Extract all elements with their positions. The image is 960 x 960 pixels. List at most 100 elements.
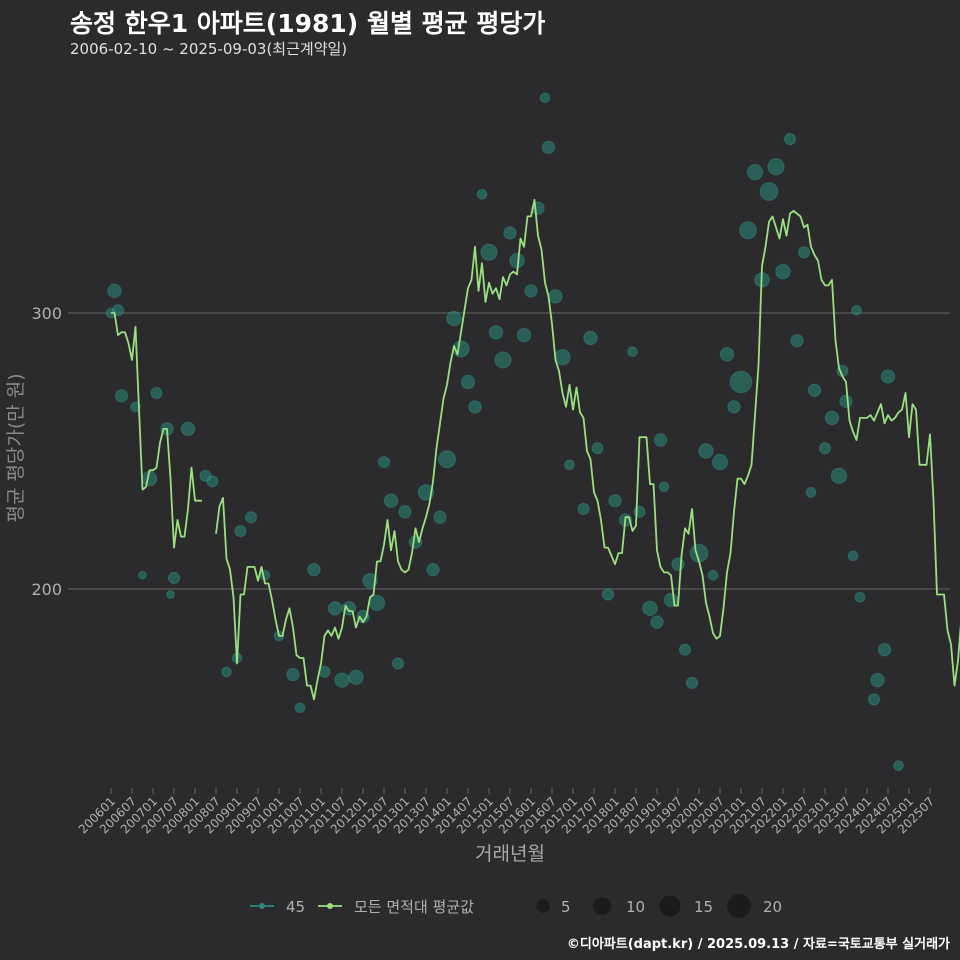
data-point [334, 672, 350, 688]
data-point [707, 569, 719, 581]
data-point [601, 588, 615, 601]
data-point [671, 557, 685, 571]
data-point [468, 400, 482, 414]
data-point [790, 333, 804, 348]
data-point [348, 669, 364, 686]
data-point [711, 453, 729, 471]
data-point [377, 455, 391, 469]
data-point [739, 221, 757, 240]
data-point [642, 600, 658, 617]
data-point [591, 442, 604, 455]
chart-subtitle: 2006-02-10 ~ 2025-09-03(최근계약일) [70, 40, 348, 58]
data-point [805, 487, 817, 498]
data-point [729, 370, 753, 394]
data-point [583, 330, 598, 346]
data-point [294, 702, 306, 714]
data-point [398, 505, 412, 519]
legend-label-average: 모든 면적대 평균값 [354, 898, 474, 916]
data-point [818, 442, 832, 455]
data-point [653, 433, 668, 447]
data-point [893, 760, 904, 771]
data-point [383, 493, 399, 508]
legend-label-45: 45 [286, 898, 305, 916]
data-point [678, 643, 692, 656]
data-point [719, 347, 735, 362]
data-point [446, 310, 462, 327]
data-point [627, 346, 638, 357]
legend-size-circle [659, 895, 681, 917]
data-point [286, 667, 300, 682]
data-point [847, 550, 859, 562]
average-line [111, 198, 960, 701]
legend-size-label: 15 [694, 898, 713, 916]
grid-lines [68, 312, 950, 590]
series-line [111, 312, 202, 549]
data-point [107, 283, 122, 299]
data-point [880, 369, 896, 384]
legend-size-label: 5 [561, 898, 571, 916]
data-point [516, 327, 532, 343]
data-point [494, 351, 512, 369]
data-point [368, 594, 386, 611]
data-point [114, 389, 129, 403]
data-point [775, 263, 791, 280]
data-point [577, 502, 590, 516]
data-point [727, 400, 741, 414]
data-point [877, 643, 892, 657]
data-point [746, 164, 764, 181]
data-point [541, 140, 556, 155]
y-tick-label: 300 [31, 304, 62, 323]
data-point [783, 133, 797, 146]
data-point [460, 374, 476, 390]
data-point [870, 672, 885, 688]
data-point [180, 421, 196, 437]
data-point [259, 569, 271, 581]
data-point [830, 467, 848, 485]
data-point [867, 693, 881, 706]
legend-marker-average [327, 903, 333, 909]
data-point [839, 394, 853, 409]
data-point [564, 459, 575, 471]
legend-size-label: 20 [763, 898, 782, 916]
legend-size-circle [593, 897, 611, 915]
source-caption: ©디아파트(dapt.kr) / 2025.09.13 / 자료=국토교통부 실… [566, 937, 950, 952]
data-point [807, 383, 822, 397]
data-point [234, 524, 247, 538]
data-point [480, 243, 498, 261]
y-axis-label: 평균 평당가(만 원) [5, 373, 27, 522]
data-point [548, 289, 563, 304]
data-point [327, 601, 343, 616]
data-point [221, 666, 232, 678]
series-line [215, 198, 960, 701]
data-point [438, 450, 456, 469]
data-point [426, 562, 440, 577]
data-point [167, 571, 181, 585]
data-point [244, 511, 258, 524]
y-axis: 200 300 [31, 304, 62, 599]
data-point [759, 182, 779, 201]
data-point [391, 657, 405, 670]
data-point [206, 475, 219, 488]
data-point [658, 481, 670, 493]
x-axis-label: 거래년월 [475, 843, 545, 865]
legend: 45 모든 면적대 평균값 5 10 15 20 [250, 894, 782, 918]
data-point [854, 591, 866, 603]
data-point [851, 304, 862, 316]
data-point [539, 92, 551, 104]
legend-size-circle [536, 899, 550, 913]
data-point [433, 510, 447, 524]
data-point [685, 676, 699, 689]
data-point [166, 590, 175, 599]
legend-size-circle [727, 894, 751, 918]
data-point [138, 570, 147, 580]
data-point [524, 284, 538, 298]
data-point [824, 410, 840, 426]
data-point [503, 226, 517, 240]
data-point [476, 188, 488, 200]
chart-title: 송정 한우1 아파트(1981) 월별 평균 평당가 [70, 9, 546, 38]
data-point [150, 386, 163, 400]
data-point [608, 493, 622, 508]
data-point [698, 443, 714, 459]
data-point [767, 158, 785, 176]
